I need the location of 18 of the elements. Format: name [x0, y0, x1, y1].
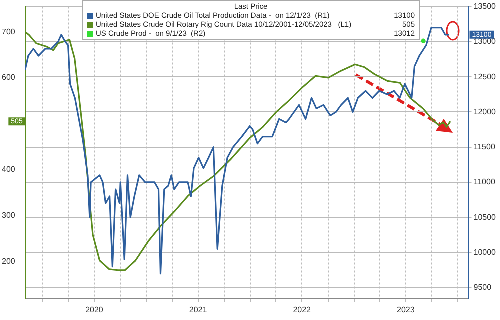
y2-tick-label: 9500 [474, 283, 492, 292]
y2-tick-label: 10500 [474, 212, 497, 222]
x-tick-label: 2022 [293, 305, 312, 314]
y-tick-label: 400 [2, 165, 16, 174]
y2-tick-label: 12000 [474, 107, 497, 116]
y-tick-label: 600 [2, 73, 16, 82]
x-tick-label: 2020 [86, 305, 104, 314]
y-tick-label: 200 [2, 256, 16, 266]
y-tick-label: 700 [2, 27, 16, 36]
y2-tick-label: 11500 [474, 142, 496, 152]
y2-tick-label: 13500 [474, 2, 497, 12]
x-tick-label: 2021 [189, 305, 208, 314]
y2-tick-label: 11000 [474, 178, 496, 187]
x-tick-label: 2023 [397, 305, 416, 314]
y-tick-label: 300 [2, 210, 16, 220]
y2-tick-label: 10000 [474, 248, 497, 257]
y2-tick-label: 12500 [474, 72, 497, 82]
y2-tick-label: 13000 [474, 37, 497, 46]
